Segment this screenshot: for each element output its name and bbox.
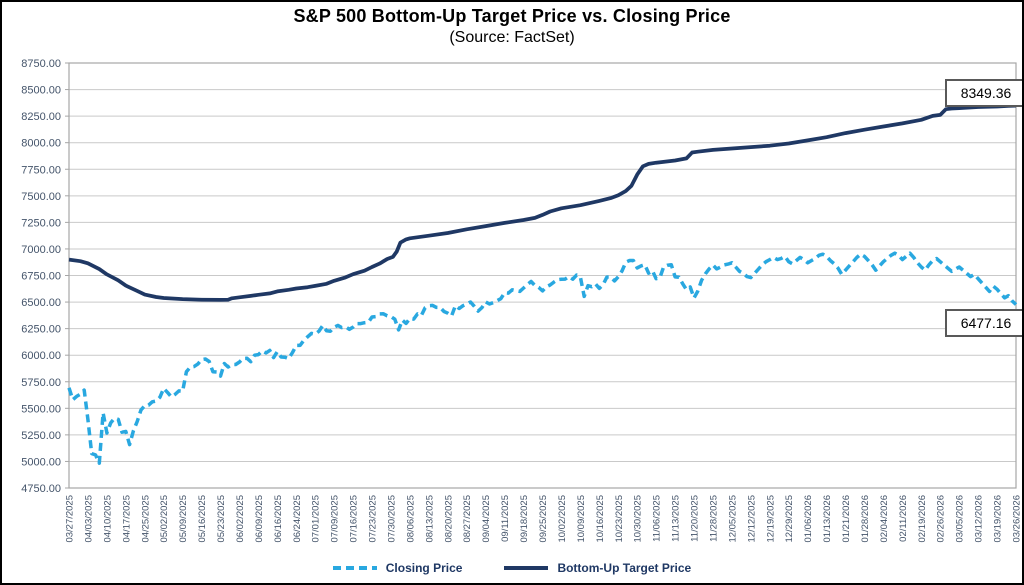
x-axis-label: 02/19/2026 [917,495,928,543]
x-axis-label: 11/13/2025 [671,495,682,542]
x-axis-label: 04/03/2025 [83,495,94,543]
x-axis-label: 10/23/2025 [614,495,625,543]
y-axis-label: 8500.00 [21,85,61,97]
x-axis-label: 10/30/2025 [633,495,644,543]
legend-label-target-price: Bottom-Up Target Price [557,561,692,575]
y-axis-label: 5750.00 [21,377,61,389]
y-axis-label: 7750.00 [21,164,61,176]
x-axis-label: 03/27/2025 [65,495,76,543]
x-axis-label: 01/21/2026 [841,495,852,543]
y-axis-label: 8750.00 [21,58,61,70]
annotation-target-end-value: 8349.36 [945,79,1022,107]
y-axis-label: 7500.00 [21,191,61,203]
x-axis-label: 07/23/2025 [368,495,379,543]
x-axis-label: 09/04/2025 [481,495,492,543]
x-axis-label: 05/09/2025 [178,495,189,543]
target-price-line-sample-icon [504,566,549,570]
x-axis-label: 12/19/2025 [765,495,776,543]
x-axis-label: 12/12/2025 [746,495,757,543]
legend-item-closing-price: Closing Price [332,561,463,575]
x-axis-label: 03/05/2026 [955,495,966,543]
x-axis-label: 09/11/2025 [500,495,511,542]
x-axis-label: 07/09/2025 [330,495,341,543]
y-axis-label: 5500.00 [21,403,61,415]
x-axis-label: 10/02/2025 [557,495,568,543]
x-axis-label: 03/12/2026 [974,495,985,543]
y-axis-label: 8000.00 [21,138,61,150]
x-axis-label: 11/06/2025 [652,495,663,542]
chart-subtitle: (Source: FactSet) [449,29,575,46]
x-axis-label: 01/06/2026 [803,495,814,543]
x-axis-label: 03/19/2026 [993,495,1004,543]
legend-item-target-price: Bottom-Up Target Price [504,561,691,575]
x-axis-label: 12/05/2025 [727,495,738,543]
y-axis-label: 7250.00 [21,217,61,229]
x-axis-label: 08/06/2025 [405,495,416,543]
x-axis-label: 02/11/2026 [898,495,909,542]
y-axis-label: 6750.00 [21,271,61,283]
x-axis-label: 06/09/2025 [254,495,265,543]
x-axis-label: 10/09/2025 [576,495,587,543]
y-axis-label: 6000.00 [21,350,61,362]
x-axis-label: 06/24/2025 [292,495,303,543]
x-axis-label: 05/02/2025 [159,495,170,543]
y-axis-label: 5250.00 [21,430,61,442]
x-axis-label: 09/25/2025 [538,495,549,543]
legend: Closing Price Bottom-Up Target Price [2,558,1022,578]
x-axis-label: 07/01/2025 [311,495,322,543]
plot-border [68,62,1017,489]
x-axis-label: 09/18/2025 [519,495,530,543]
x-axis-label: 07/30/2025 [386,495,397,543]
x-axis-label: 02/04/2026 [879,495,890,543]
x-axis-label: 02/26/2026 [936,495,947,543]
chart-title: S&P 500 Bottom-Up Target Price vs. Closi… [293,6,731,26]
x-axis-label: 08/27/2025 [462,495,473,543]
x-axis-label: 10/16/2025 [595,495,606,543]
y-axis-label: 6500.00 [21,297,61,309]
y-axis-label: 4750.00 [21,483,61,495]
x-axis-label: 12/29/2025 [784,495,795,543]
closing-price-line-sample-icon [332,566,377,570]
x-axis-label: 06/16/2025 [273,495,284,543]
y-axis-label: 7000.00 [21,244,61,256]
x-axis-label: 08/20/2025 [443,495,454,543]
annotation-closing-end-value: 6477.16 [945,309,1022,337]
x-axis-label: 11/20/2025 [690,495,701,542]
y-axis-label: 8250.00 [21,111,61,123]
y-axis-label: 6250.00 [21,324,61,336]
x-axis-label: 04/17/2025 [121,495,132,543]
x-axis-label: 04/10/2025 [102,495,113,543]
x-axis-label: 03/26/2026 [1012,495,1023,543]
closing-price-line [67,251,1018,465]
x-axis-label: 05/23/2025 [216,495,227,543]
x-axis-label: 05/16/2025 [197,495,208,543]
x-axis-label: 01/13/2026 [822,495,833,543]
x-axis-label: 06/02/2025 [235,495,246,543]
x-axis-label: 08/13/2025 [424,495,435,543]
x-axis-label: 04/25/2025 [140,495,151,543]
x-axis-label: 11/28/2025 [708,495,719,542]
x-axis-label: 07/16/2025 [349,495,360,543]
legend-label-closing-price: Closing Price [385,561,463,575]
y-axis-label: 5000.00 [21,456,61,468]
target-price-line [68,103,1017,302]
x-axis-label: 01/28/2026 [860,495,871,543]
